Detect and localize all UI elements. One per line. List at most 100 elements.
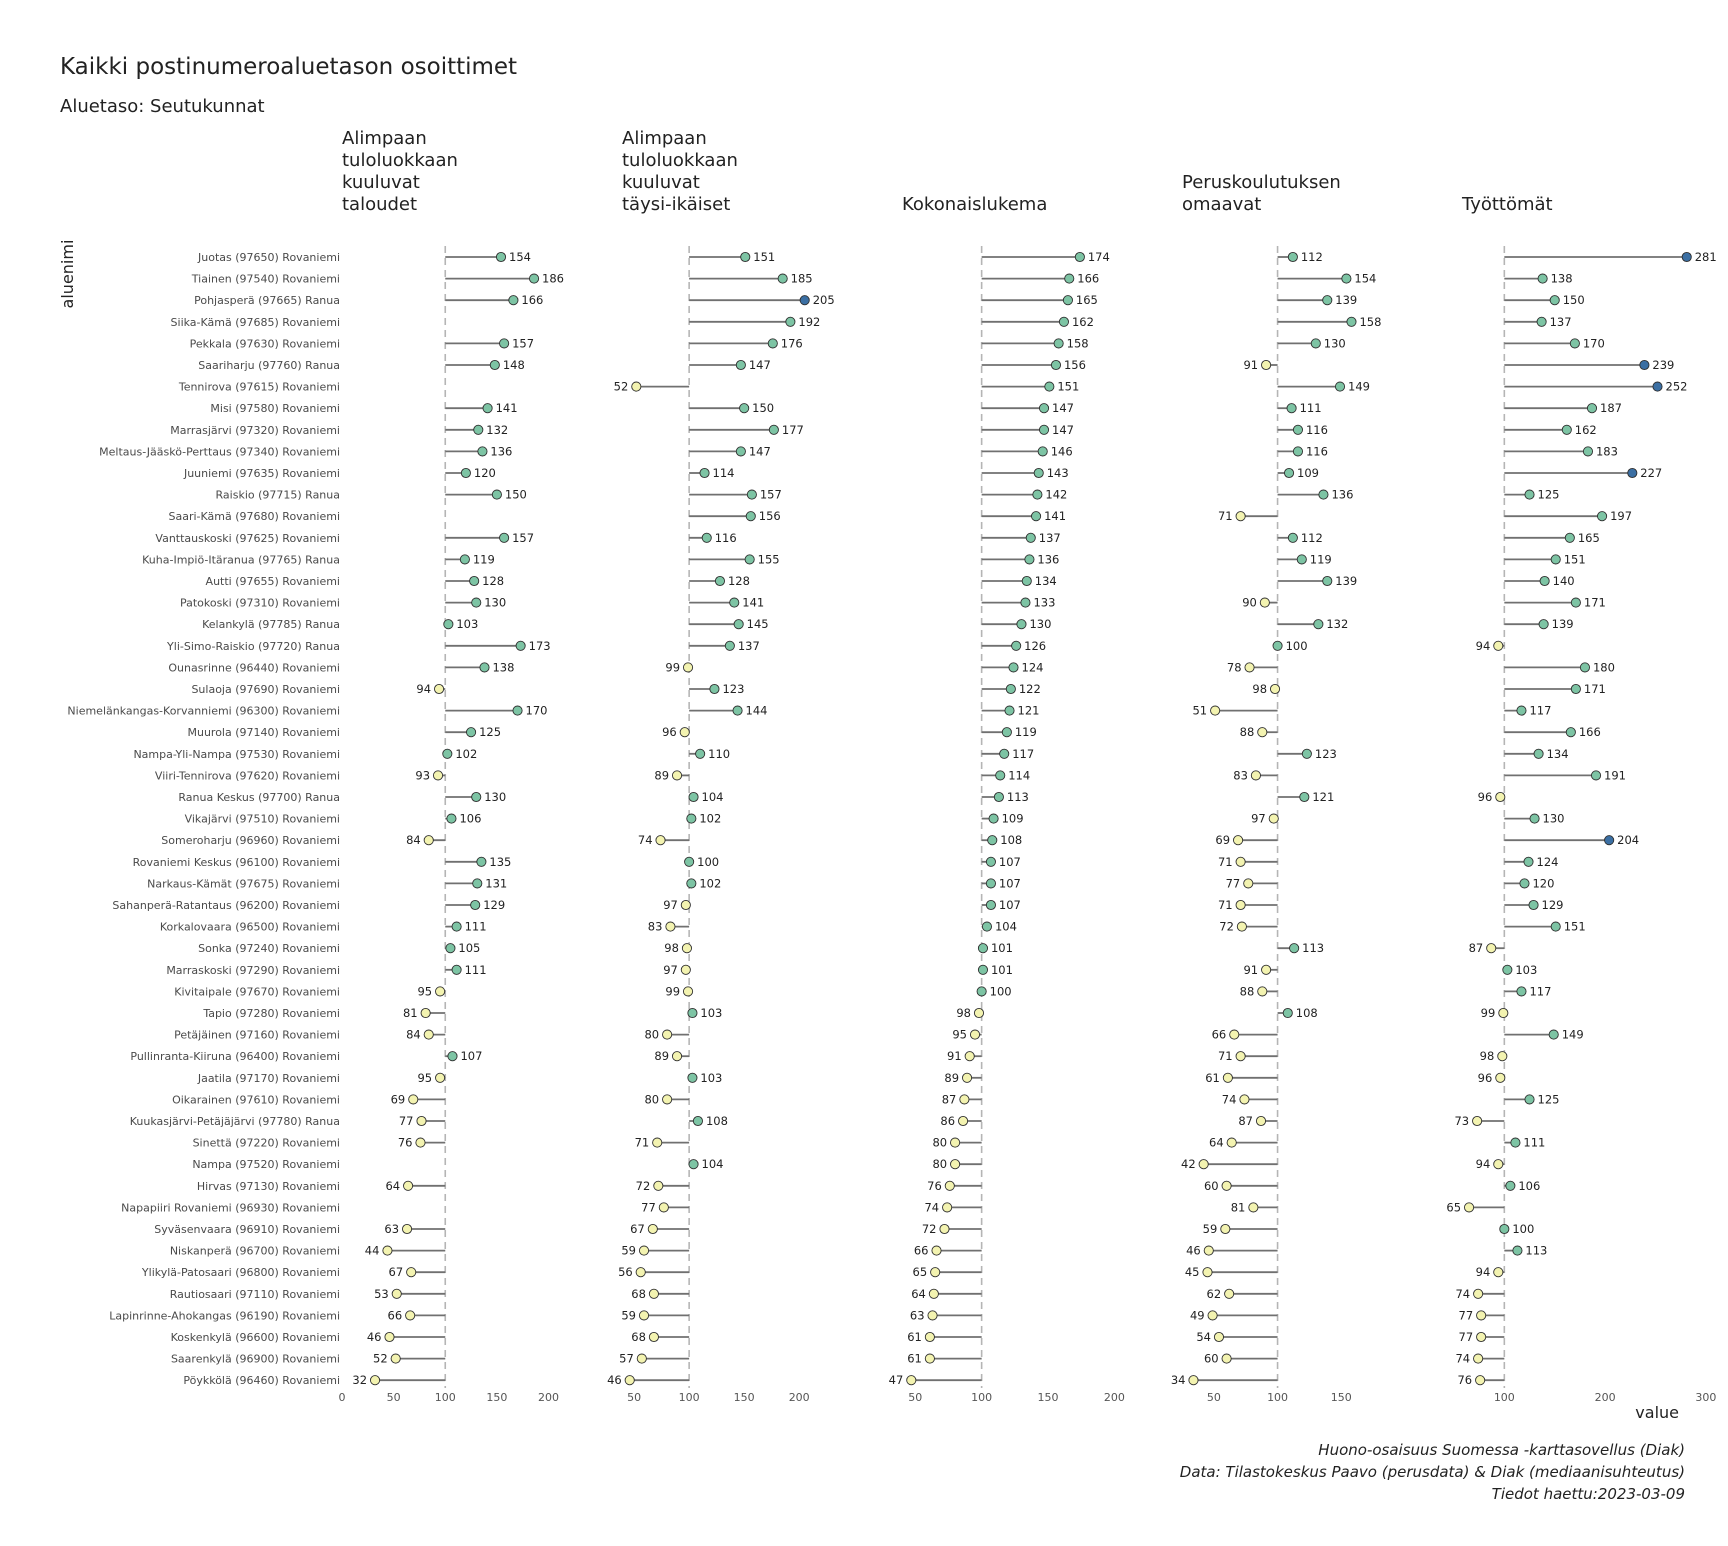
data-point [1296,554,1307,565]
data-point [709,683,720,695]
data-point [1289,943,1300,954]
data-point [477,446,488,457]
data-point [1322,575,1333,587]
data-label: 103 [1515,963,1537,977]
data-label: 111 [465,920,487,934]
data-point [1524,1094,1535,1105]
data-point [1502,964,1513,975]
data-point [692,1115,703,1127]
region-label: Tapio (97280) Rovaniemi [202,1007,340,1020]
data-label: 80 [644,1028,659,1042]
region-label: Ounasrinne (96440) Rovaniemi [168,661,340,674]
data-label: 151 [1057,380,1079,394]
data-point [423,1029,434,1040]
data-point [1244,662,1255,673]
data-label: 78 [1227,660,1242,674]
data-label: 80 [932,1157,947,1171]
data-label: 94 [1476,1265,1491,1279]
data-point [1499,1223,1510,1235]
region-label: Juotas (97650) Rovaniemi [197,251,340,264]
data-label: 122 [1019,682,1041,696]
x-tick-label: 50 [1207,1391,1221,1404]
x-tick-label: 200 [1104,1391,1125,1404]
data-point [1516,705,1527,716]
data-point [1229,1029,1240,1040]
data-point [944,1180,955,1191]
data-point [403,1180,414,1191]
data-point [1257,986,1268,997]
data-label: 111 [465,963,487,977]
data-label: 61 [907,1352,922,1366]
data-point [928,1288,939,1299]
data-point [499,532,510,543]
data-point [961,1072,973,1083]
region-label: Rovaniemi Keskus (96100) Rovaniemi [133,856,340,869]
data-point [1239,1094,1250,1105]
data-label: 205 [813,293,835,307]
data-label: 81 [1231,1200,1246,1214]
x-tick-label: 100 [435,1391,456,1404]
data-label: 104 [995,920,1017,934]
panel-title-line: Alimpaan [342,128,427,149]
data-point [732,705,743,716]
data-label: 148 [503,358,525,372]
data-label: 100 [1286,639,1308,653]
data-label: 72 [636,1179,651,1193]
x-tick-label: 150 [734,1391,755,1404]
data-point [662,1029,673,1040]
data-point [662,1094,673,1105]
panel-title-line: täysi-ikäiset [622,194,730,215]
data-point [1519,878,1530,889]
panel-title-line: kuuluvat [622,172,700,193]
data-label: 77 [1459,1308,1474,1322]
data-point [1536,316,1547,327]
data-point [959,1094,970,1105]
data-point [695,748,706,759]
data-point [435,1072,446,1083]
data-label: 107 [999,898,1021,912]
data-point [1579,662,1590,673]
data-point [415,1137,426,1148]
data-point [1505,1180,1516,1191]
panel-title-line: tuloluokkaan [622,150,738,171]
data-label: 98 [956,1006,971,1020]
data-label: 117 [1529,984,1551,998]
data-point [687,1072,698,1083]
data-point [976,986,987,997]
data-point [688,791,699,803]
data-point [1233,835,1244,846]
data-point [1207,1310,1218,1321]
data-label: 88 [1240,984,1255,998]
data-label: 59 [621,1244,636,1258]
data-label: 104 [702,790,724,804]
data-label: 166 [521,293,543,307]
data-point [1538,619,1549,630]
data-point [744,554,755,565]
data-point [1472,1115,1483,1127]
data-label: 87 [1469,941,1484,955]
data-point [446,813,457,824]
region-label: Niemelänkangas-Korvanniemi (96300) Rovan… [67,705,340,718]
data-point [686,878,697,889]
data-label: 130 [1543,812,1565,826]
x-tick-label: 200 [1595,1391,1616,1404]
data-point [635,1267,646,1278]
data-label: 94 [416,682,431,696]
data-label: 103 [700,1006,722,1020]
data-label: 130 [1324,336,1346,350]
data-label: 150 [752,401,774,415]
data-point [647,1223,658,1235]
data-point [408,1094,419,1105]
data-point [631,381,642,392]
data-label: 53 [374,1287,389,1301]
region-label: Tennirova (97615) Rovaniemi [178,381,340,394]
data-point [950,1159,961,1170]
data-point [1292,446,1304,457]
data-label: 157 [760,488,782,502]
data-point [999,748,1010,759]
data-point [1203,1245,1214,1256]
data-label: 96 [662,725,677,739]
data-point [442,748,453,759]
data-label: 171 [1584,596,1606,610]
data-point [1005,683,1016,695]
